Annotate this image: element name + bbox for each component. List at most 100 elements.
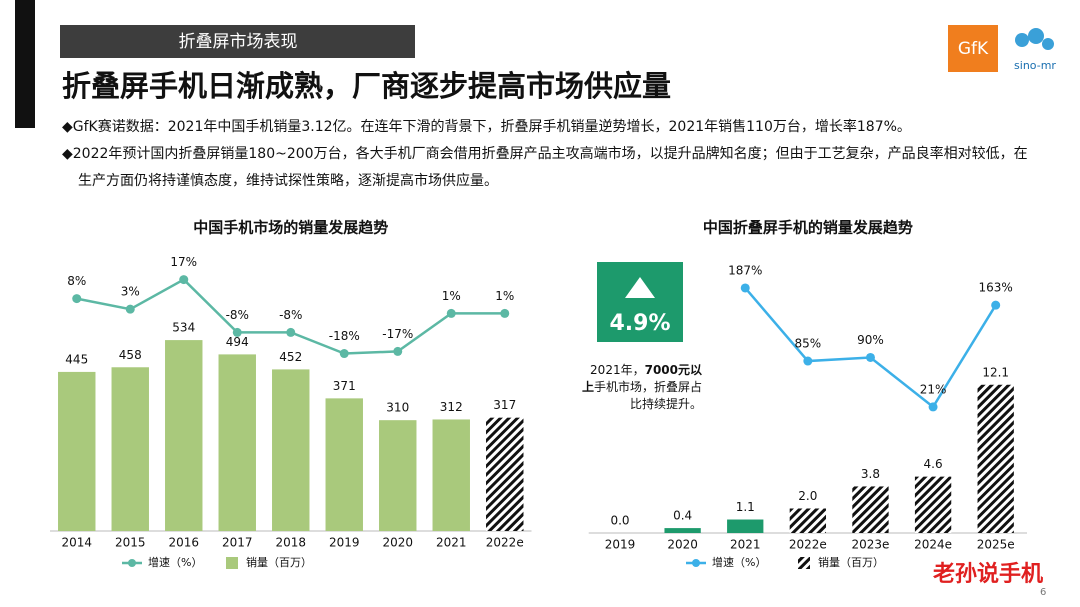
- bar: [272, 369, 310, 531]
- bar-label: 317: [493, 398, 516, 412]
- bar: [379, 420, 417, 531]
- legend-point: [128, 559, 136, 567]
- gfk-text: GfK: [958, 39, 989, 59]
- line-label: 3%: [121, 285, 140, 299]
- callout-part: 手机市场，折叠屏占比持续提升。: [593, 380, 702, 411]
- x-tick-label: 2023e: [852, 538, 890, 552]
- line-point: [179, 275, 189, 285]
- line-label: 90%: [857, 333, 884, 347]
- bar: [977, 384, 1014, 533]
- bar-label: 1.1: [736, 500, 755, 514]
- tag-box: [60, 25, 415, 58]
- bar-label: 458: [119, 348, 142, 362]
- line-point: [232, 327, 242, 337]
- chart-title: 中国手机市场的销量发展趋势: [193, 219, 388, 237]
- bar-label: 3.8: [861, 467, 880, 481]
- line-point: [339, 349, 349, 359]
- watermark: 老孙说手机: [932, 561, 1043, 587]
- bullet: ◆GfK赛诺数据：2021年中国手机销量3.12亿。在连年下滑的背景下，折叠屏手…: [62, 119, 911, 135]
- legend-label: 销量（百万）: [246, 555, 312, 569]
- callout-box: [597, 262, 683, 342]
- x-tick-label: 2015: [115, 536, 146, 550]
- up-arrow: [625, 277, 655, 298]
- legend-label: 增速（%）: [148, 555, 202, 569]
- bar-label: 0.4: [673, 509, 692, 523]
- line-label: 17%: [170, 255, 197, 269]
- line-label: -18%: [329, 329, 360, 343]
- legend-label: 销量（百万）: [818, 555, 884, 569]
- bar-label: 0.0: [610, 514, 629, 528]
- line-point: [125, 304, 135, 314]
- line-label: 187%: [728, 263, 762, 277]
- legend-swatch: [798, 557, 810, 569]
- x-tick-label: 2016: [168, 536, 199, 550]
- sino-logo: [1015, 28, 1054, 50]
- x-tick-label: 2021: [730, 538, 761, 552]
- x-tick-label: 2019: [605, 538, 636, 552]
- bar: [58, 371, 96, 531]
- bar-label: 310: [386, 401, 409, 415]
- bar-label: 371: [333, 379, 356, 393]
- line-label: 1%: [495, 289, 514, 303]
- line-point: [740, 283, 750, 293]
- bar: [486, 417, 524, 531]
- bar: [727, 519, 764, 533]
- line-point: [991, 300, 1001, 310]
- callout-value: 4.9%: [609, 311, 670, 336]
- title: 折叠屏手机日渐成熟，厂商逐步提高市场供应量: [62, 69, 671, 103]
- x-tick-label: 2019: [329, 536, 360, 550]
- bar: [165, 340, 203, 531]
- bar: [852, 486, 889, 533]
- callout-text: 2021年，7000元以上手机市场，折叠屏占比持续提升。: [580, 362, 702, 413]
- bar: [325, 398, 363, 531]
- x-tick-label: 2022e: [789, 538, 827, 552]
- x-tick-label: 2024e: [914, 538, 952, 552]
- line: [744, 287, 997, 409]
- gfk-logo: [948, 25, 998, 72]
- line-label: -17%: [382, 327, 413, 341]
- tag: 折叠屏市场表现: [179, 32, 298, 52]
- bar-label: 12.1: [982, 365, 1009, 379]
- bar-label: 312: [440, 400, 463, 414]
- bar-label: 452: [279, 350, 302, 364]
- x-tick-label: 2025e: [977, 538, 1015, 552]
- bar-label: 494: [226, 335, 249, 349]
- legend-label: 增速（%）: [712, 555, 766, 569]
- bar: [789, 508, 827, 533]
- x-tick-label: 2020: [667, 538, 698, 552]
- line-point: [72, 294, 82, 304]
- line-point: [803, 356, 813, 366]
- x-tick-label: 2018: [275, 536, 306, 550]
- line-point: [865, 352, 875, 362]
- x-tick-label: 2017: [222, 536, 253, 550]
- chart-title: 中国折叠屏手机的销量发展趋势: [703, 219, 913, 237]
- bar: [664, 528, 701, 533]
- bar: [218, 354, 256, 531]
- x-tick-label: 2020: [382, 536, 413, 550]
- x-tick-label: 2021: [436, 536, 467, 550]
- callout-part: 2021年，: [590, 363, 645, 377]
- legend-point: [692, 559, 700, 567]
- line-label: 163%: [979, 281, 1013, 295]
- line-point: [446, 308, 456, 318]
- line-point: [393, 346, 403, 356]
- line-point: [500, 308, 510, 318]
- line-label: -8%: [279, 308, 302, 322]
- line-point: [928, 402, 938, 412]
- x-tick-label: 2022e: [486, 536, 524, 550]
- x-tick-label: 2014: [61, 536, 92, 550]
- bar: [914, 476, 952, 533]
- bar-label: 2.0: [798, 489, 817, 503]
- side-bar: [15, 0, 35, 128]
- bar-label: 445: [65, 352, 88, 366]
- bullet: ◆2022年预计国内折叠屏销量180~200万台，各大手机厂商会借用折叠屏产品主…: [62, 146, 1028, 189]
- page-number: 6: [1040, 587, 1046, 598]
- line-label: 1%: [442, 289, 461, 303]
- bar: [432, 419, 470, 531]
- bullets: ◆GfK赛诺数据：2021年中国手机销量3.12亿。在连年下滑的背景下，折叠屏手…: [62, 114, 1037, 195]
- bar: [111, 367, 149, 531]
- line-point: [286, 327, 296, 337]
- line-label: 8%: [67, 274, 86, 288]
